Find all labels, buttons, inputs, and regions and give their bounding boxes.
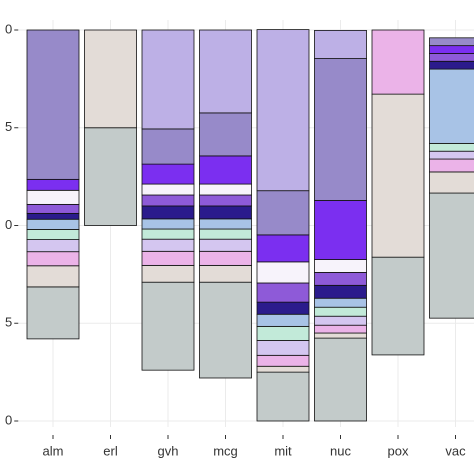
y-tick-label: 5 bbox=[5, 119, 12, 134]
bar-segment bbox=[199, 218, 252, 230]
bar-segment bbox=[314, 332, 367, 339]
bar-segment bbox=[314, 337, 367, 422]
bar-segment bbox=[256, 29, 310, 192]
bar-segment bbox=[84, 127, 137, 226]
bar-segment bbox=[141, 128, 195, 165]
bar-segment bbox=[371, 256, 425, 356]
bar-segment bbox=[141, 281, 195, 371]
bar-segment bbox=[256, 371, 310, 422]
x-tick-label: pox bbox=[388, 443, 409, 458]
bar-segment bbox=[430, 318, 474, 421]
bar-segment bbox=[199, 228, 252, 240]
bar-segment bbox=[429, 37, 474, 47]
bar-segment bbox=[314, 259, 367, 273]
bar-segment bbox=[141, 238, 195, 252]
bar-segment bbox=[199, 194, 252, 207]
x-tick-label: mit bbox=[274, 443, 292, 458]
bar-segment bbox=[429, 142, 474, 152]
bar-segment bbox=[26, 212, 80, 220]
bar-segment bbox=[256, 261, 310, 284]
bar-segment bbox=[429, 192, 474, 319]
bar-segment bbox=[141, 205, 195, 220]
bar-segment bbox=[26, 189, 80, 205]
bar-segment bbox=[26, 203, 80, 214]
bar-segment bbox=[314, 29, 367, 59]
bar-segment bbox=[26, 239, 80, 253]
bar-segment bbox=[141, 183, 195, 196]
bar-segment bbox=[429, 45, 474, 54]
bar-segment bbox=[142, 370, 194, 421]
bar-segment bbox=[26, 229, 80, 240]
x-tick-label: nuc bbox=[330, 443, 351, 458]
bar-segment bbox=[141, 264, 195, 283]
bar-segment bbox=[26, 251, 80, 267]
bar-segment bbox=[141, 194, 195, 207]
bar-segment bbox=[141, 163, 195, 185]
bar-segment bbox=[141, 228, 195, 240]
bar-segment bbox=[26, 286, 80, 340]
bar-segment bbox=[141, 218, 195, 230]
bar-segment bbox=[26, 178, 80, 191]
bar-segment bbox=[314, 200, 367, 260]
bar-segment bbox=[141, 250, 195, 266]
bar-segment bbox=[256, 365, 310, 373]
bar-segment bbox=[199, 250, 252, 266]
y-tick-label: 5 bbox=[5, 315, 12, 330]
bar-segment bbox=[314, 324, 367, 334]
bar-segment bbox=[429, 171, 474, 194]
bar-segment bbox=[84, 29, 137, 129]
bar-segment bbox=[26, 29, 80, 180]
bar-segment bbox=[314, 315, 367, 326]
bar-segment bbox=[199, 238, 252, 252]
bar-segment bbox=[429, 53, 474, 62]
bar-segment bbox=[429, 60, 474, 70]
bar-segment bbox=[200, 378, 252, 421]
bar-segment bbox=[199, 264, 252, 283]
bar-segment bbox=[199, 183, 252, 196]
bar-segment bbox=[27, 339, 79, 421]
bar-segment bbox=[141, 29, 195, 130]
bar-segment bbox=[314, 272, 367, 286]
x-tick-label: alm bbox=[43, 443, 64, 458]
bar-segment bbox=[199, 112, 252, 157]
bar-segment bbox=[199, 29, 252, 114]
y-tick-label: 0 bbox=[5, 412, 12, 427]
bar-segment bbox=[256, 282, 310, 303]
bar-segment bbox=[199, 281, 252, 379]
bar-segment bbox=[256, 313, 310, 327]
bar-segment bbox=[429, 68, 474, 144]
bar-segment bbox=[429, 150, 474, 160]
bar-segment bbox=[314, 284, 367, 299]
x-tick-label: vac bbox=[445, 443, 466, 458]
bar-segment bbox=[85, 226, 137, 422]
bar-segment bbox=[256, 190, 310, 236]
bar-segment bbox=[26, 265, 80, 288]
bar-segment bbox=[199, 205, 252, 220]
x-tick-label: erl bbox=[103, 443, 118, 458]
bar-segment bbox=[256, 234, 310, 263]
bar-segment bbox=[371, 29, 425, 95]
bar-segment bbox=[371, 93, 425, 258]
bar-segment bbox=[256, 354, 310, 367]
bar-segment bbox=[314, 58, 367, 201]
x-tick-label: mcg bbox=[213, 443, 238, 458]
bar-segment bbox=[372, 355, 424, 421]
bar-segment bbox=[26, 218, 80, 230]
x-tick-label: gvh bbox=[158, 443, 179, 458]
bar-segment bbox=[429, 158, 474, 173]
bar-segment bbox=[256, 325, 310, 341]
bar-segment bbox=[256, 340, 310, 356]
bar-segment bbox=[314, 306, 367, 317]
bar-segment bbox=[199, 155, 252, 185]
bar-segment bbox=[256, 301, 310, 315]
y-tick-label: 0 bbox=[5, 217, 12, 232]
bar-segment bbox=[314, 297, 367, 308]
y-tick-label: 0 bbox=[5, 21, 12, 36]
